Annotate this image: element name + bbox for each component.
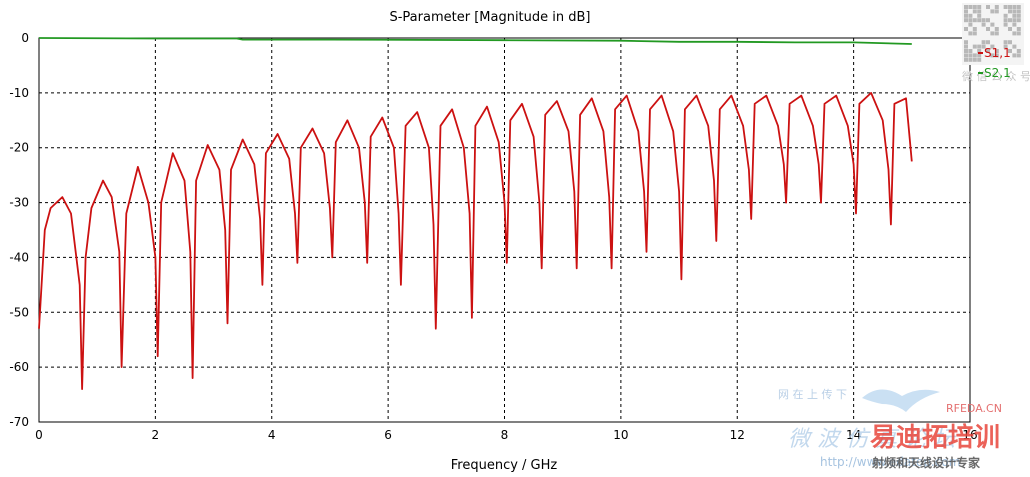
x-tick-label: 14 [846, 428, 861, 442]
watermark-brand: 易迪拓培训 [870, 423, 1000, 453]
chart-title: S-Parameter [Magnitude in dB] [389, 10, 590, 25]
x-tick-label: 10 [613, 428, 628, 442]
x-tick-label: 16 [962, 428, 977, 442]
y-tick-label: 0 [21, 31, 29, 45]
watermark-logo [862, 389, 940, 412]
bird-icon [862, 389, 940, 412]
x-tick-label: 0 [35, 428, 43, 442]
legend: S1,1 S2,1 [978, 46, 1011, 80]
watermark-site-cn: 网 在 上 传 下 [778, 388, 847, 401]
x-tick-label: 2 [152, 428, 160, 442]
x-tick-label: 12 [730, 428, 745, 442]
y-tick-label: -50 [9, 305, 29, 319]
y-tick-label: -20 [9, 141, 29, 155]
qr-code-icon [962, 3, 1024, 65]
watermark-url: http://www.edatop.com [820, 455, 960, 469]
watermark-site-en: RFEDA.CN [946, 402, 1002, 415]
series-lines [38, 37, 913, 391]
gridlines [39, 38, 970, 422]
watermark-slogan: 射频和天线设计专家 [871, 455, 981, 470]
legend-entry: S2,1 [984, 66, 1011, 80]
y-tick-label: -40 [9, 250, 29, 264]
y-tick-label: -70 [9, 415, 29, 429]
x-tick-label: 8 [501, 428, 509, 442]
x-tick-label: 6 [384, 428, 392, 442]
watermark-script-text: 微 波 仿 真 论 坛 [788, 427, 957, 452]
x-axis-tick-labels: 0 2 4 6 8 10 12 14 16 [35, 428, 977, 442]
x-tick-label: 4 [268, 428, 276, 442]
series-line-s2-1 [38, 37, 912, 45]
series-line-s1-1 [38, 92, 913, 391]
y-tick-label: -10 [9, 86, 29, 100]
x-axis-label: Frequency / GHz [451, 458, 558, 473]
y-tick-label: -60 [9, 360, 29, 374]
legend-entry: S1,1 [984, 46, 1011, 60]
y-tick-label: -30 [9, 196, 29, 210]
y-axis-tick-labels: 0 -10 -20 -30 -40 -50 -60 -70 [9, 31, 29, 429]
